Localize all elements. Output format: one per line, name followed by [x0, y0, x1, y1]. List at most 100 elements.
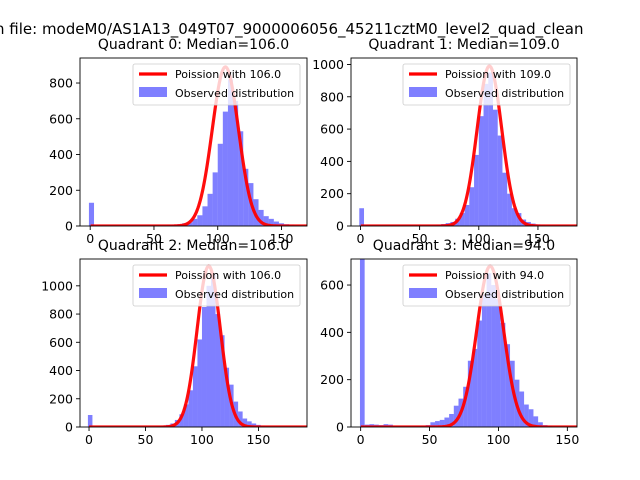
legend-bar-swatch: [409, 288, 437, 298]
histogram-bar: [439, 419, 445, 427]
histogram-bar: [444, 417, 450, 427]
legend-label-fit: Poission with 94.0: [445, 269, 544, 282]
histogram-bar: [474, 154, 479, 226]
legend-label-observed: Observed distribution: [175, 288, 294, 301]
histogram-bar: [212, 172, 218, 226]
histogram-bar: [206, 285, 212, 427]
axes-frame: [79, 57, 308, 227]
y-tick-label: 800: [49, 76, 73, 91]
legend-label-fit: Poission with 109.0: [445, 68, 551, 81]
histogram-bar: [449, 413, 454, 427]
axes-frame: [350, 258, 578, 428]
histogram-bar: [477, 320, 482, 427]
histogram-bar: [497, 135, 503, 226]
y-tick-label: 600: [320, 122, 344, 137]
x-tick-label: 100: [467, 231, 491, 246]
y-tick-label: 600: [49, 335, 73, 350]
histogram-bar: [242, 418, 248, 427]
histogram-bar: [207, 193, 213, 226]
histogram-bar: [183, 404, 189, 427]
x-tick-label: 150: [247, 432, 271, 447]
y-tick-label: 0: [336, 219, 344, 234]
histogram-bar: [197, 215, 203, 226]
x-tick-label: 0: [85, 432, 93, 447]
legend-label-observed: Observed distribution: [445, 288, 564, 301]
histogram-bar: [469, 187, 475, 226]
x-tick-label: 50: [422, 432, 438, 447]
histogram-bar: [233, 100, 239, 226]
histogram-bar: [201, 307, 207, 427]
axes-frame: [350, 57, 578, 227]
plot-area: [359, 259, 577, 427]
histogram-bar: [247, 421, 252, 427]
legend-box: [132, 63, 301, 106]
histogram-bar: [486, 273, 492, 427]
histogram-bar: [243, 168, 249, 226]
histogram-bar: [238, 411, 243, 427]
histogram-bar: [359, 259, 365, 427]
x-tick-label: 50: [146, 231, 162, 246]
panel-title: Quadrant 1: Median=109.0: [368, 37, 559, 53]
histogram-bar: [224, 367, 230, 427]
histogram-bar: [273, 221, 279, 226]
histogram-bar: [507, 193, 512, 226]
histogram-bar: [502, 172, 508, 226]
histogram-bar: [220, 335, 225, 427]
histogram-bar: [359, 208, 365, 226]
legend-label-fit: Poission with 106.0: [175, 68, 281, 81]
legend: Poission with 106.0 Observed distribution: [132, 63, 301, 106]
histogram-bar: [495, 299, 501, 427]
histogram-bar: [211, 274, 216, 427]
y-tick-label: 600: [320, 278, 344, 293]
histogram-bar: [538, 422, 543, 427]
histogram-bar: [491, 285, 496, 427]
x-tick-label: 150: [526, 231, 550, 246]
y-tick-label: 400: [49, 363, 73, 378]
legend-bar-swatch: [139, 87, 167, 97]
x-tick-label: 50: [412, 231, 428, 246]
histogram-bar: [481, 294, 487, 427]
quadrant-0-panel: 0 50 100 150 0 200 400 600 800 Quadrant 0: Median…: [49, 37, 308, 246]
histogram-bar: [179, 414, 184, 427]
histogram-bar: [215, 314, 221, 427]
histogram-bar: [202, 206, 208, 226]
legend-label-fit: Poission with 106.0: [175, 269, 281, 282]
histogram-bar: [217, 143, 223, 226]
histogram-bar: [524, 404, 529, 427]
histogram-bar: [430, 422, 436, 427]
legend: Poission with 106.0 Observed distribution: [132, 264, 301, 307]
y-tick-label: 1000: [312, 57, 344, 72]
histogram-bar: [238, 131, 244, 226]
histogram-bar: [187, 222, 193, 226]
y-tick-label: 0: [336, 420, 344, 435]
histogram-bar: [478, 116, 484, 226]
histogram-bar: [435, 421, 440, 427]
histogram-bar: [464, 205, 470, 226]
figure-suptitle: n file: modeM0/AS1A13_049T07_9000006056_…: [0, 20, 584, 39]
y-tick-label: 800: [320, 89, 344, 104]
poisson-fit-curve: [89, 264, 307, 427]
histogram-bar: [268, 218, 274, 226]
histogram-bar: [472, 348, 478, 427]
panel-title: Quadrant 3: Median=94.0: [373, 238, 555, 254]
histogram-bar: [467, 360, 473, 427]
histogram-bar: [463, 386, 468, 427]
plot-area: [87, 264, 307, 427]
histogram-bar: [88, 202, 95, 226]
x-tick-label: 0: [86, 231, 94, 246]
histogram-bar: [483, 83, 489, 226]
histogram-bar: [488, 72, 493, 226]
histogram-bar: [87, 415, 93, 427]
histogram-bar: [533, 416, 539, 427]
histogram-bar: [511, 208, 517, 226]
y-tick-label: 0: [65, 420, 73, 435]
quadrant-3-panel: 0 50 100 150 0 200 400 600 Quadrant 3: Median=94…: [320, 238, 579, 447]
quadrant-2-panel: 0 50 100 150 0 200 400 600 800 1000 Quadrant 2: Me…: [41, 238, 308, 447]
histogram-bar: [528, 409, 534, 427]
histogram-bar: [519, 391, 525, 427]
y-tick-label: 1000: [41, 278, 73, 293]
y-tick-label: 800: [49, 307, 73, 322]
y-tick-label: 200: [320, 372, 344, 387]
axes-frame: [79, 258, 308, 428]
